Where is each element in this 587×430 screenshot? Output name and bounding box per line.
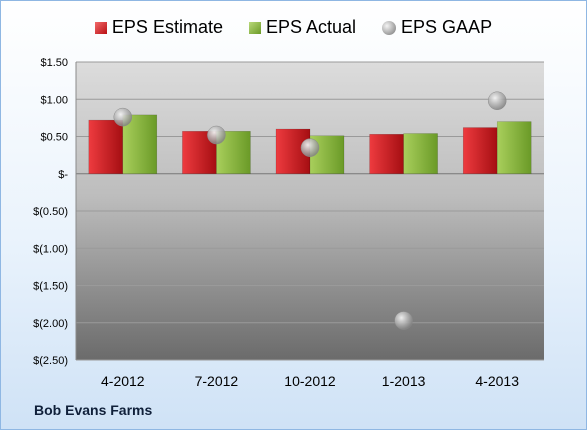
legend-label-actual: EPS Actual [265, 17, 357, 37]
x-axis-category-labels: 4-2012 7-2012 10-2012 1-2013 4-2013 [101, 373, 519, 389]
legend-label-gaap: EPS GAAP [401, 17, 493, 37]
x-category-label: 4-2013 [475, 373, 519, 389]
legend-swatch-estimate [94, 21, 107, 34]
y-tick-label: $1.50 [40, 57, 68, 69]
y-tick-label: $(2.50) [33, 355, 68, 367]
y-axis-tick-labels: $1.50 $1.00 $0.50 $- $(0.50) $(1.00) $(1.50) $(… [33, 57, 68, 367]
x-category-label: 10-2012 [284, 373, 336, 389]
gaap-points [113, 91, 507, 330]
bar-eps-actual [496, 121, 532, 174]
bar-eps-actual [403, 133, 438, 175]
legend-item-eps-estimate: EPS Estimate [94, 17, 223, 38]
legend-item-eps-actual: EPS Actual [248, 17, 357, 38]
point-eps-gaap [300, 138, 320, 157]
x-category-label: 1-2013 [382, 373, 426, 389]
y-tick-label: $0.50 [40, 132, 68, 144]
y-tick-label: $- [58, 169, 68, 181]
y-tick-label: $1.00 [40, 94, 68, 106]
y-tick-label: $(1.00) [33, 243, 68, 255]
point-eps-gaap [487, 91, 507, 110]
bar-eps-estimate [462, 127, 498, 174]
y-tick-label: $(0.50) [33, 206, 68, 218]
legend-label-estimate: EPS Estimate [111, 17, 223, 37]
x-category-label: 4-2012 [101, 373, 145, 389]
legend-item-eps-gaap: EPS GAAP [382, 17, 492, 38]
bars [88, 114, 532, 175]
point-eps-gaap [207, 125, 226, 145]
bar-eps-estimate [369, 134, 404, 174]
point-eps-gaap [113, 107, 133, 127]
y-tick-label: $(1.50) [33, 281, 68, 293]
legend-swatch-actual [248, 21, 261, 34]
company-name: Bob Evans Farms [34, 402, 153, 418]
x-category-label: 7-2012 [195, 373, 239, 389]
point-eps-gaap [394, 311, 413, 330]
y-tick-label: $(2.00) [33, 318, 68, 330]
legend-marker-gaap [382, 20, 397, 35]
bar-eps-estimate [88, 119, 124, 174]
bar-eps-actual [122, 114, 158, 174]
legend: EPS Estimate EPS Actual EPS GAAP [0, 17, 587, 38]
